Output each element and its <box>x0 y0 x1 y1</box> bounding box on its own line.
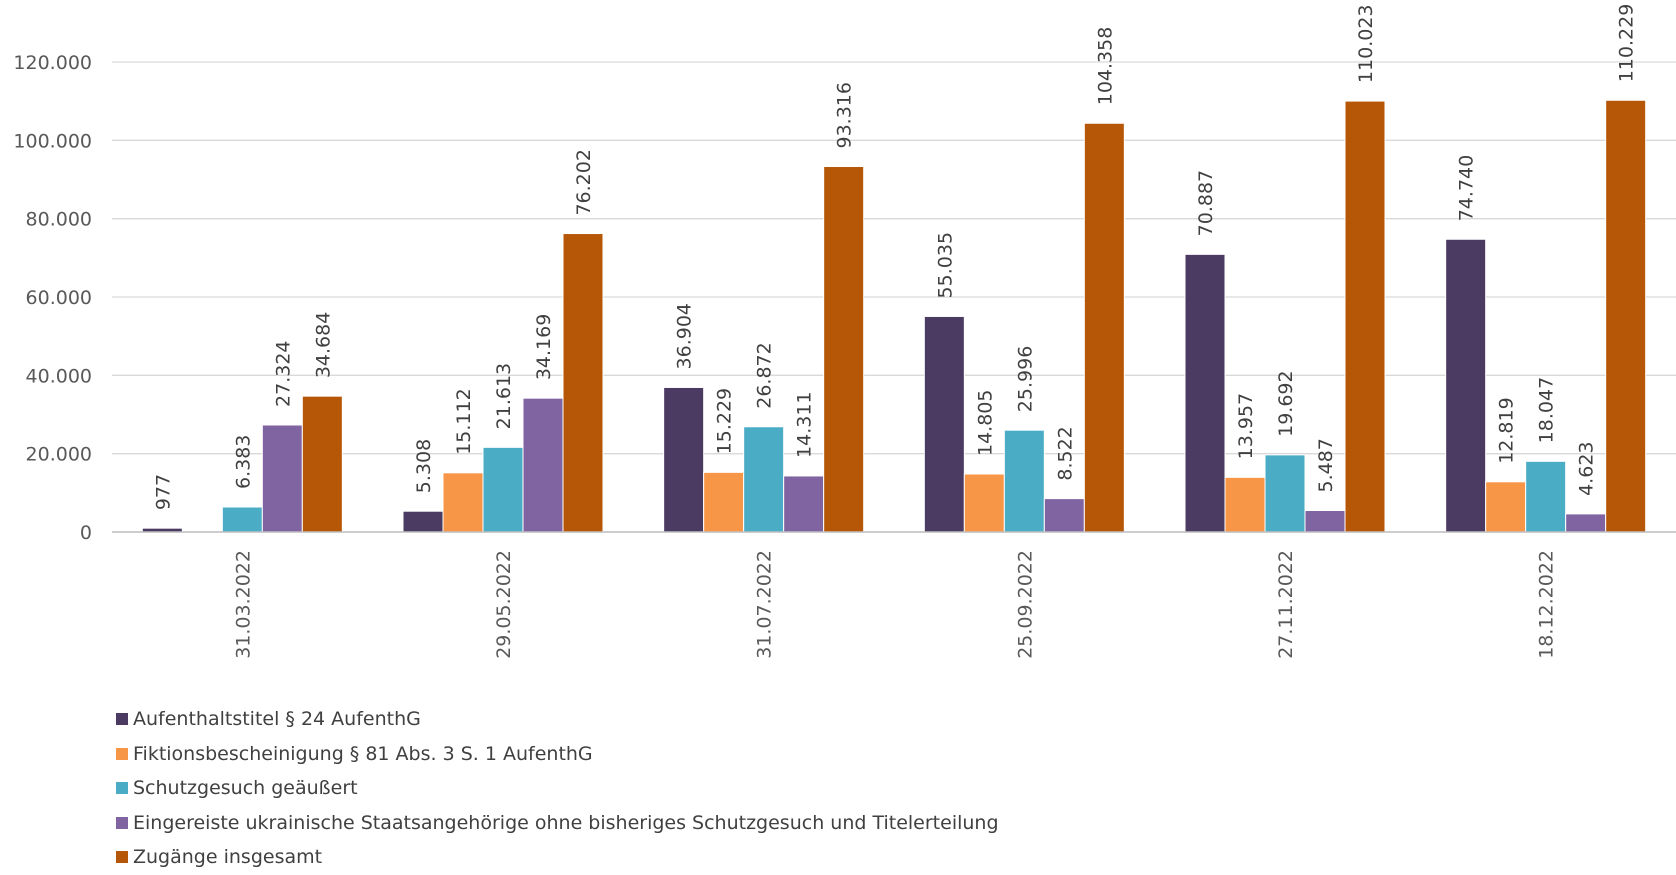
bar <box>703 471 745 533</box>
bar <box>562 233 604 533</box>
data-label: 15.229 <box>714 388 736 454</box>
bar-chart: 0 20.000 40.000 60.000 80.000 100.000 120.000 9… <box>13 4 1676 659</box>
bar <box>1304 510 1346 533</box>
bar <box>522 397 564 533</box>
legend-label: Schutzgesuch geäußert <box>133 777 358 800</box>
bar <box>743 426 785 533</box>
bar <box>1605 99 1647 533</box>
x-tick-label: 27.11.2022 <box>1275 550 1297 659</box>
data-label: 8.522 <box>1054 426 1076 480</box>
data-label: 25.996 <box>1014 346 1036 412</box>
y-tick-label: 60.000 <box>26 287 92 309</box>
legend-item: Aufenthaltstitel § 24 AufenthG <box>116 702 999 737</box>
bar <box>1184 253 1226 533</box>
data-label: 55.035 <box>934 232 956 298</box>
data-label: 6.383 <box>232 435 254 489</box>
data-label: 34.684 <box>312 312 334 378</box>
data-label: 110.023 <box>1355 4 1377 83</box>
bar <box>823 166 865 533</box>
legend-item: Schutzgesuch geäußert <box>116 771 999 806</box>
bar <box>1003 429 1045 533</box>
data-label: 13.957 <box>1235 393 1257 459</box>
legend-label: Eingereiste ukrainische Staatsangehörige… <box>133 811 999 834</box>
data-label: 18.047 <box>1536 377 1558 443</box>
data-label: 36.904 <box>674 303 696 369</box>
x-tick-label: 31.03.2022 <box>232 550 254 659</box>
data-label: 977 <box>152 474 174 510</box>
legend-swatch <box>116 782 128 795</box>
legend-label: Zugänge insgesamt <box>133 846 323 869</box>
x-tick-label: 31.07.2022 <box>754 550 776 659</box>
legend-label: Aufenthaltstitel § 24 AufenthG <box>133 708 421 731</box>
x-tick-label: 25.09.2022 <box>1014 550 1036 659</box>
x-tick-label: 18.12.2022 <box>1536 550 1558 659</box>
data-label: 21.613 <box>493 363 515 429</box>
bar <box>1224 476 1266 533</box>
data-label: 104.358 <box>1094 27 1116 106</box>
y-tick-label: 100.000 <box>13 130 92 152</box>
data-label: 34.169 <box>533 314 555 380</box>
data-label: 26.872 <box>754 342 776 408</box>
data-label: 27.324 <box>272 340 294 406</box>
legend-swatch <box>116 816 128 829</box>
bar <box>783 475 825 533</box>
data-label: 74.740 <box>1456 155 1478 221</box>
bar <box>1264 454 1306 533</box>
legend-swatch <box>116 713 128 726</box>
x-tick-label: 29.05.2022 <box>493 550 515 659</box>
legend-swatch <box>116 747 128 760</box>
bar <box>963 473 1005 533</box>
y-tick-label: 40.000 <box>26 365 92 387</box>
bar <box>1043 498 1085 533</box>
data-label: 12.819 <box>1496 397 1518 463</box>
bar <box>221 506 263 533</box>
data-label: 76.202 <box>573 149 595 215</box>
data-label: 14.311 <box>794 391 816 457</box>
bar <box>301 395 343 533</box>
bar <box>1445 238 1487 533</box>
data-label: 15.112 <box>453 388 475 454</box>
bar <box>1525 460 1567 533</box>
legend-swatch <box>116 851 128 864</box>
bar <box>1083 122 1125 533</box>
bar <box>1485 481 1527 533</box>
data-label: 5.487 <box>1315 438 1337 492</box>
legend-label: Fiktionsbescheinigung § 81 Abs. 3 S. 1 A… <box>133 742 593 765</box>
data-label: 70.887 <box>1195 170 1217 236</box>
data-label: 19.692 <box>1275 370 1297 436</box>
bar <box>482 446 524 533</box>
data-label: 4.623 <box>1576 441 1598 495</box>
bar <box>261 424 303 533</box>
y-tick-label: 120.000 <box>13 52 92 74</box>
bar <box>923 315 965 533</box>
data-label: 14.805 <box>974 390 996 456</box>
data-label: 93.316 <box>834 82 856 148</box>
y-tick-label: 80.000 <box>26 209 92 231</box>
legend-item: Zugänge insgesamt <box>116 840 999 875</box>
data-label: 110.229 <box>1616 4 1638 83</box>
chart-legend: Aufenthaltstitel § 24 AufenthG Fiktionsbe… <box>116 702 999 875</box>
bar <box>442 472 484 533</box>
y-tick-label: 0 <box>80 522 92 544</box>
bar <box>402 510 444 533</box>
y-tick-label: 20.000 <box>26 444 92 466</box>
bar <box>1565 513 1607 533</box>
legend-item: Eingereiste ukrainische Staatsangehörige… <box>116 806 999 841</box>
legend-item: Fiktionsbescheinigung § 81 Abs. 3 S. 1 A… <box>116 737 999 772</box>
bar <box>1344 100 1386 533</box>
bar <box>663 386 705 533</box>
data-label: 5.308 <box>413 439 435 493</box>
